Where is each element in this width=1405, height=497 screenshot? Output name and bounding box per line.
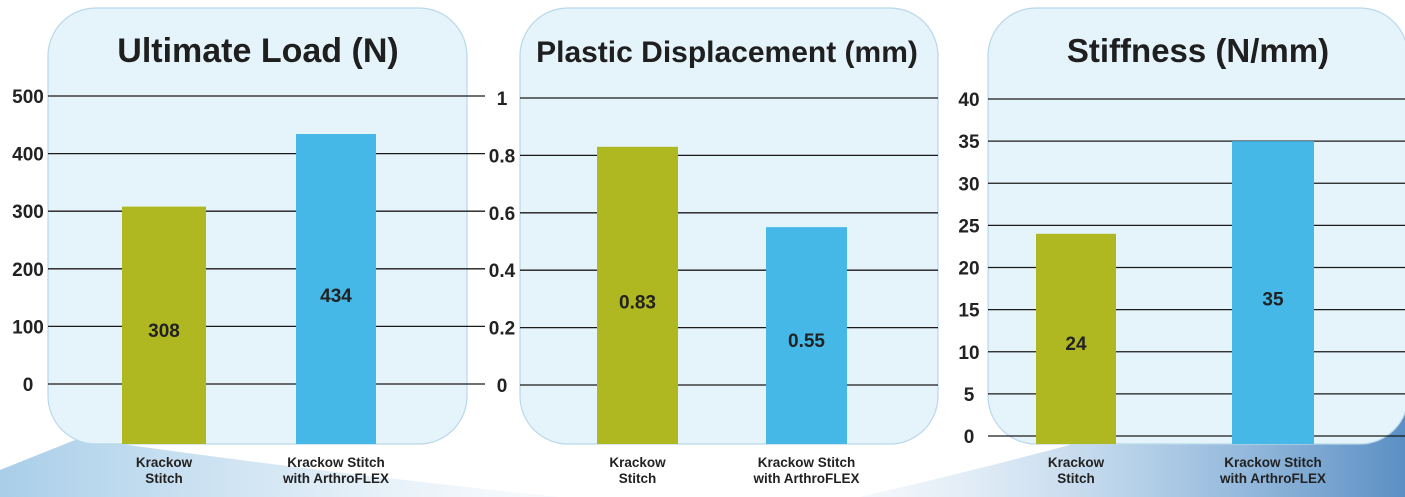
bar-krackow-stitch [122, 206, 206, 444]
chart-title: Plastic Displacement (mm) [536, 36, 918, 69]
bar-krackow-arthroflex [766, 227, 847, 444]
category-label: Krackow [609, 455, 666, 470]
category-label: Krackow [136, 455, 193, 470]
y-tick-label: 400 [12, 145, 44, 166]
bg-swoosh-right [860, 345, 1405, 497]
panel-background [519, 7, 939, 445]
bar-krackow-arthroflex [1232, 141, 1314, 444]
category-label: Krackow Stitch [1224, 455, 1322, 470]
y-tick-label: 5 [964, 385, 975, 406]
y-tick-label: 300 [12, 202, 44, 223]
chart-panel-1: Ultimate Load (N) 0 100 200 300 400 500 308 Krac… [12, 7, 485, 486]
y-tick-label: 0.6 [489, 204, 515, 225]
category-label: Stitch [619, 471, 657, 486]
chart-title: Ultimate Load (N) [117, 32, 398, 70]
category-label: Stitch [1057, 471, 1095, 486]
y-tick-label: 0 [23, 375, 34, 396]
panel-background [47, 7, 468, 445]
bar-krackow-stitch [597, 146, 678, 445]
y-tick-label: 1 [497, 89, 508, 110]
category-label: with ArthroFLEX [282, 471, 389, 486]
chart-panel-3: Stiffness (N/mm) 0 5 10 15 20 25 30 35 40 24 Kracko… [958, 7, 1405, 486]
category-label: Krackow Stitch [287, 455, 385, 470]
chart-title: Stiffness (N/mm) [1067, 32, 1329, 69]
y-tick-label: 35 [958, 132, 980, 153]
y-tick-label: 30 [958, 174, 979, 195]
data-label: 35 [1262, 290, 1284, 311]
category-label: Krackow [1048, 455, 1105, 470]
data-label: 434 [320, 286, 352, 307]
y-tick-label: 200 [12, 260, 44, 281]
y-tick-label: 0 [497, 376, 508, 397]
category-label: with ArthroFLEX [1219, 471, 1326, 486]
y-tick-label: 25 [958, 216, 980, 237]
y-tick-label: 0.8 [489, 146, 515, 167]
bar-krackow-stitch [1036, 233, 1116, 444]
y-tick-label: 500 [12, 87, 44, 108]
y-tick-label: 40 [958, 90, 979, 111]
y-tick-label: 10 [958, 343, 979, 364]
category-label: Stitch [145, 471, 183, 486]
data-label: 0.83 [619, 292, 656, 313]
y-tick-label: 0 [964, 427, 975, 448]
y-tick-label: 0.4 [489, 261, 516, 282]
bg-swoosh-left [0, 438, 560, 497]
data-label: 0.55 [788, 331, 825, 352]
y-tick-label: 0.2 [489, 319, 515, 340]
y-tick-label: 15 [958, 301, 980, 322]
chart-panel-2: Plastic Displacement (mm) 0 0.2 0.4 0.6 0.8 1 0… [489, 7, 939, 486]
y-tick-label: 100 [12, 317, 44, 338]
data-label: 24 [1065, 334, 1087, 355]
bar-krackow-arthroflex [296, 134, 376, 445]
category-label: Krackow Stitch [758, 455, 856, 470]
y-tick-label: 20 [958, 259, 979, 280]
data-label: 308 [148, 321, 180, 342]
category-label: with ArthroFLEX [753, 471, 860, 486]
